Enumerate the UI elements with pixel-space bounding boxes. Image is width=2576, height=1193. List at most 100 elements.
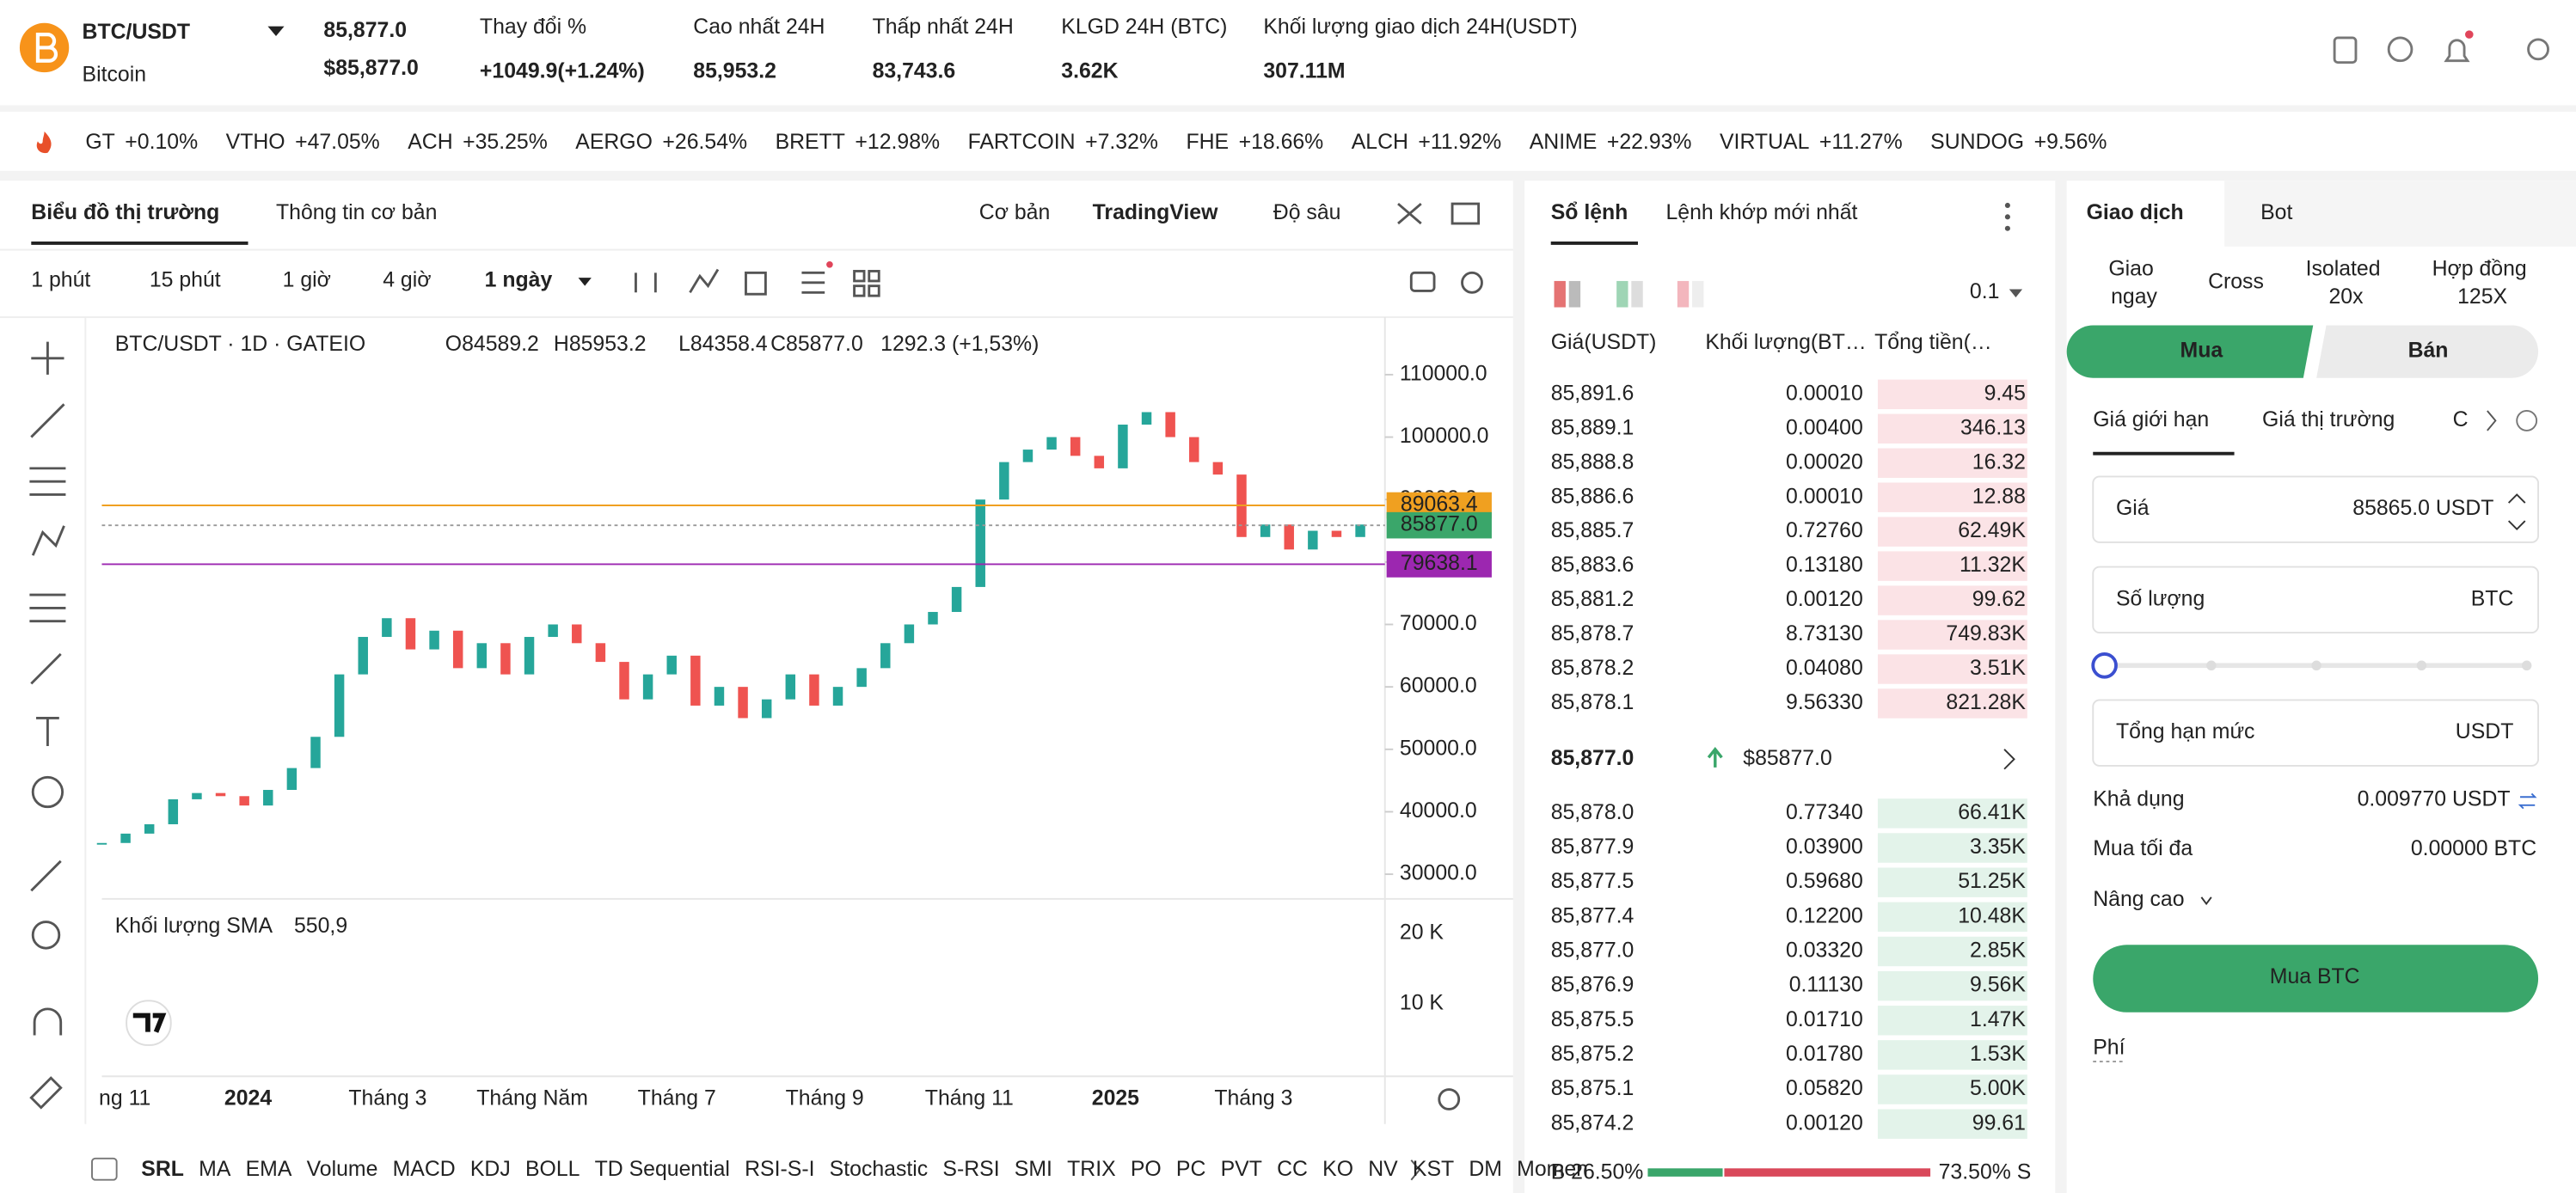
indicator[interactable]: NV — [1368, 1158, 1398, 1181]
tab[interactable]: Sổ lệnh — [1551, 201, 1628, 224]
ticker-symbol[interactable]: FHE — [1186, 131, 1229, 154]
ticker-symbol[interactable]: ACH — [408, 131, 452, 154]
book-price[interactable]: 85,889.1 — [1551, 416, 1635, 439]
indicator[interactable]: S-RSI — [942, 1158, 999, 1181]
trade-mode[interactable]: Isolated 20x — [2306, 257, 2387, 309]
book-price[interactable]: 85,877.4 — [1551, 904, 1635, 927]
interval[interactable]: 1 ngày — [485, 268, 553, 291]
indicator[interactable]: EMA — [246, 1158, 292, 1181]
book-price[interactable]: 85,877.0 — [1551, 939, 1635, 963]
interval[interactable]: 1 giờ — [283, 268, 331, 291]
header-icons[interactable] — [2333, 36, 2549, 64]
book-price[interactable]: 85,878.1 — [1551, 691, 1635, 714]
indicator[interactable]: PO — [1131, 1158, 1162, 1181]
slider-thumb[interactable] — [2091, 652, 2118, 679]
caret[interactable] — [2009, 289, 2023, 298]
chevron[interactable] — [2003, 749, 2015, 770]
chart-mode[interactable]: TradingView — [1093, 201, 1218, 224]
ticker-symbol[interactable]: SUNDOG — [1930, 131, 2024, 154]
buy-tab[interactable] — [2066, 325, 2314, 378]
indicator[interactable]: Volume — [307, 1158, 378, 1181]
caret[interactable] — [267, 26, 285, 37]
book-price[interactable]: 85,878.0 — [1551, 801, 1635, 824]
chart-tools[interactable] — [635, 202, 1483, 1110]
book-price[interactable]: 85,881.2 — [1551, 588, 1635, 611]
interval[interactable]: 15 phút — [150, 268, 221, 291]
ticker-change[interactable]: +35.25% — [463, 131, 548, 154]
menu-icon[interactable] — [2004, 202, 2010, 231]
ticker-change[interactable]: +0.10% — [125, 131, 198, 154]
spinner[interactable] — [2507, 493, 2526, 530]
trade-mode[interactable]: Hợp đồng 125X — [2432, 257, 2533, 309]
book-price[interactable]: 85,886.6 — [1551, 485, 1635, 508]
tab[interactable]: Giao dịch — [2087, 201, 2184, 224]
indicator[interactable]: TD Sequential — [595, 1158, 730, 1181]
order-type[interactable]: Giá thị trường — [2262, 408, 2395, 431]
indicator[interactable]: KDJ — [470, 1158, 511, 1181]
qty-input[interactable] — [2092, 566, 2540, 634]
ticker-change[interactable]: +26.54% — [662, 131, 747, 154]
ticker-symbol[interactable]: VTHO — [226, 131, 285, 154]
ticker-symbol[interactable]: ANIME — [1530, 131, 1598, 154]
indicator[interactable]: SMI — [1015, 1158, 1052, 1181]
draw-tools[interactable] — [29, 341, 66, 1110]
swap-icon[interactable] — [2518, 792, 2537, 810]
ticker-symbol[interactable]: VIRTUAL — [1720, 131, 1809, 154]
trade-mode[interactable]: Giao ngay — [2108, 257, 2159, 309]
book-price[interactable]: 85,883.6 — [1551, 554, 1635, 577]
caret[interactable] — [2200, 896, 2212, 906]
ticker-change[interactable]: +47.05% — [295, 131, 380, 154]
book-price[interactable]: 85,891.6 — [1551, 382, 1635, 405]
book-mode-icons[interactable] — [1554, 280, 1704, 308]
book-price[interactable]: 85,877.9 — [1551, 835, 1635, 859]
indicator[interactable]: TRIX — [1067, 1158, 1116, 1181]
book-price[interactable]: 85,878.2 — [1551, 657, 1635, 680]
submit-button[interactable] — [2093, 945, 2539, 1013]
ticker-change[interactable]: +18.66% — [1239, 131, 1324, 154]
indicator[interactable]: MA — [199, 1158, 231, 1181]
book-price[interactable]: 85,875.1 — [1551, 1077, 1635, 1100]
indicator[interactable]: PVT — [1221, 1158, 1262, 1181]
tab[interactable]: Thông tin cơ bản — [276, 201, 437, 224]
indicator[interactable]: Stochastic — [830, 1158, 929, 1181]
book-price[interactable]: 85,878.7 — [1551, 622, 1635, 645]
indicator[interactable]: KO — [1322, 1158, 1353, 1181]
buy-label[interactable]: Mua — [2180, 340, 2223, 363]
ticker-change[interactable]: +12.98% — [855, 131, 940, 154]
order-type[interactable]: C — [2453, 408, 2469, 431]
step[interactable]: 0.1 — [1970, 280, 2000, 303]
ticker-change[interactable]: +11.27% — [1819, 131, 1903, 154]
book-price[interactable]: 85,875.5 — [1551, 1008, 1635, 1031]
sell-label[interactable]: Bán — [2408, 340, 2449, 363]
book-price[interactable]: 85,875.2 — [1551, 1043, 1635, 1066]
order-type[interactable]: Giá giới hạn — [2093, 408, 2209, 431]
advanced[interactable]: Nâng cao — [2093, 888, 2184, 911]
info-icon[interactable] — [2516, 410, 2538, 431]
indicator[interactable]: KST — [1413, 1158, 1454, 1181]
indicator[interactable]: CC — [1277, 1158, 1308, 1181]
ticker-change[interactable]: +9.56% — [2034, 131, 2107, 154]
ticker-symbol[interactable]: BRETT — [776, 131, 845, 154]
ticker-change[interactable]: +7.32% — [1085, 131, 1158, 154]
indicator[interactable]: SRL — [141, 1158, 184, 1181]
book-price[interactable]: 85,885.7 — [1551, 519, 1635, 542]
ticker-change[interactable]: +11.92% — [1418, 131, 1501, 154]
indicator[interactable]: BOLL — [525, 1158, 580, 1181]
sell-tab[interactable] — [2316, 325, 2539, 378]
interval[interactable]: 1 phút — [31, 268, 90, 291]
indicator[interactable]: MACD — [393, 1158, 456, 1181]
book-price[interactable]: 85,877.5 — [1551, 870, 1635, 893]
trade-mode[interactable]: Cross — [2208, 270, 2264, 293]
indicator[interactable]: PC — [1176, 1158, 1205, 1181]
chart-mode[interactable]: Cơ bản — [979, 201, 1051, 224]
ticker-symbol[interactable]: FARTCOIN — [968, 131, 1076, 154]
chevron[interactable] — [2487, 410, 2497, 431]
caret[interactable] — [578, 278, 592, 286]
indicator[interactable]: DM — [1469, 1158, 1502, 1181]
price-input[interactable] — [2092, 475, 2540, 543]
ticker-symbol[interactable]: AERGO — [575, 131, 653, 154]
submit-label[interactable]: Mua BTC — [2270, 965, 2360, 988]
tab[interactable]: Biểu đồ thị trường — [31, 201, 219, 224]
total-input[interactable] — [2092, 699, 2540, 767]
book-price[interactable]: 85,888.8 — [1551, 450, 1635, 474]
